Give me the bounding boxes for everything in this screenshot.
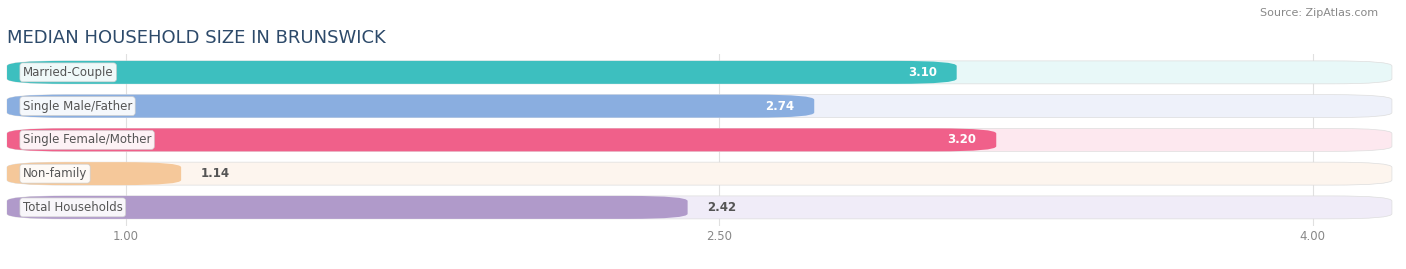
Text: Total Households: Total Households: [22, 201, 122, 214]
Text: 3.20: 3.20: [948, 133, 977, 146]
Text: Non-family: Non-family: [22, 167, 87, 180]
Text: MEDIAN HOUSEHOLD SIZE IN BRUNSWICK: MEDIAN HOUSEHOLD SIZE IN BRUNSWICK: [7, 29, 385, 47]
Text: Single Female/Mother: Single Female/Mother: [22, 133, 152, 146]
Text: 3.10: 3.10: [908, 66, 936, 79]
Text: 1.14: 1.14: [201, 167, 231, 180]
FancyBboxPatch shape: [7, 128, 997, 151]
FancyBboxPatch shape: [7, 95, 1392, 118]
Text: 2.42: 2.42: [707, 201, 737, 214]
FancyBboxPatch shape: [7, 61, 956, 84]
Text: Single Male/Father: Single Male/Father: [22, 100, 132, 113]
FancyBboxPatch shape: [7, 196, 1392, 219]
Text: Married-Couple: Married-Couple: [22, 66, 114, 79]
FancyBboxPatch shape: [7, 162, 181, 185]
Text: Source: ZipAtlas.com: Source: ZipAtlas.com: [1260, 8, 1378, 18]
FancyBboxPatch shape: [7, 128, 1392, 151]
FancyBboxPatch shape: [7, 95, 814, 118]
FancyBboxPatch shape: [7, 196, 688, 219]
FancyBboxPatch shape: [7, 162, 1392, 185]
Text: 2.74: 2.74: [765, 100, 794, 113]
FancyBboxPatch shape: [7, 61, 1392, 84]
